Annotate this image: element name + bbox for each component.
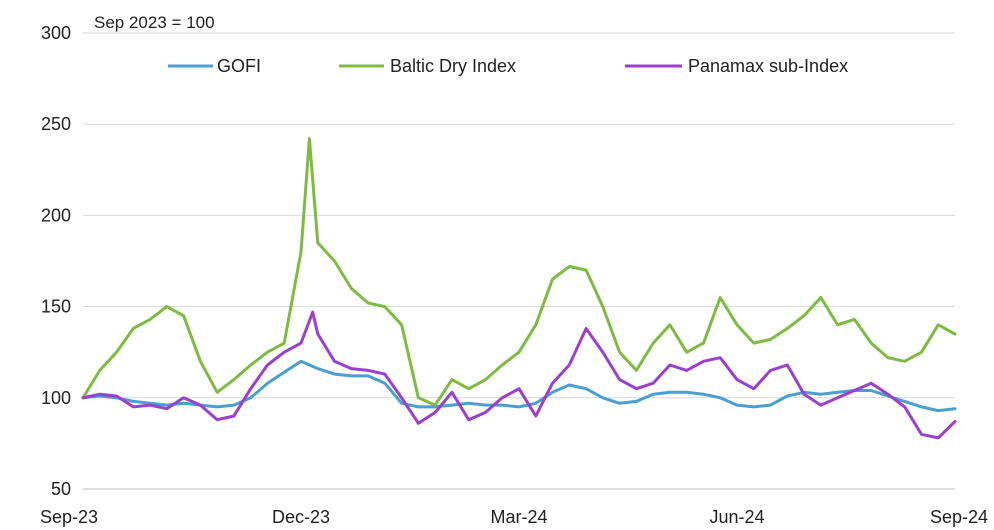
- legend: GOFI Baltic Dry Index Panamax sub-Index: [168, 56, 848, 76]
- x-tick-label: Jun-24: [709, 507, 764, 527]
- series-lines: [81, 137, 957, 440]
- series-line-baltic-dry-index: [81, 137, 957, 407]
- x-axis-ticks: Sep-23 Dec-23 Mar-24 Jun-24 Sep-24: [40, 507, 988, 527]
- legend-label: GOFI: [217, 56, 261, 76]
- legend-label: Panamax sub-Index: [688, 56, 848, 76]
- x-tick-label: Dec-23: [272, 507, 330, 527]
- y-tick-label: 300: [41, 23, 71, 43]
- y-tick-label: 200: [41, 205, 71, 225]
- y-tick-label: 150: [41, 297, 71, 317]
- series-line-gofi: [81, 359, 957, 413]
- y-tick-label: 50: [51, 479, 71, 499]
- chart-note: Sep 2023 = 100: [94, 13, 215, 32]
- legend-label: Baltic Dry Index: [390, 56, 516, 76]
- x-tick-label: Sep-24: [930, 507, 988, 527]
- y-tick-label: 100: [41, 388, 71, 408]
- x-tick-label: Mar-24: [490, 507, 547, 527]
- y-axis-ticks: 50 100 150 200 250 300: [41, 23, 71, 499]
- x-tick-label: Sep-23: [40, 507, 98, 527]
- series-line-panamax-sub-index: [81, 310, 957, 440]
- grid: [83, 32, 955, 490]
- y-tick-label: 250: [41, 114, 71, 134]
